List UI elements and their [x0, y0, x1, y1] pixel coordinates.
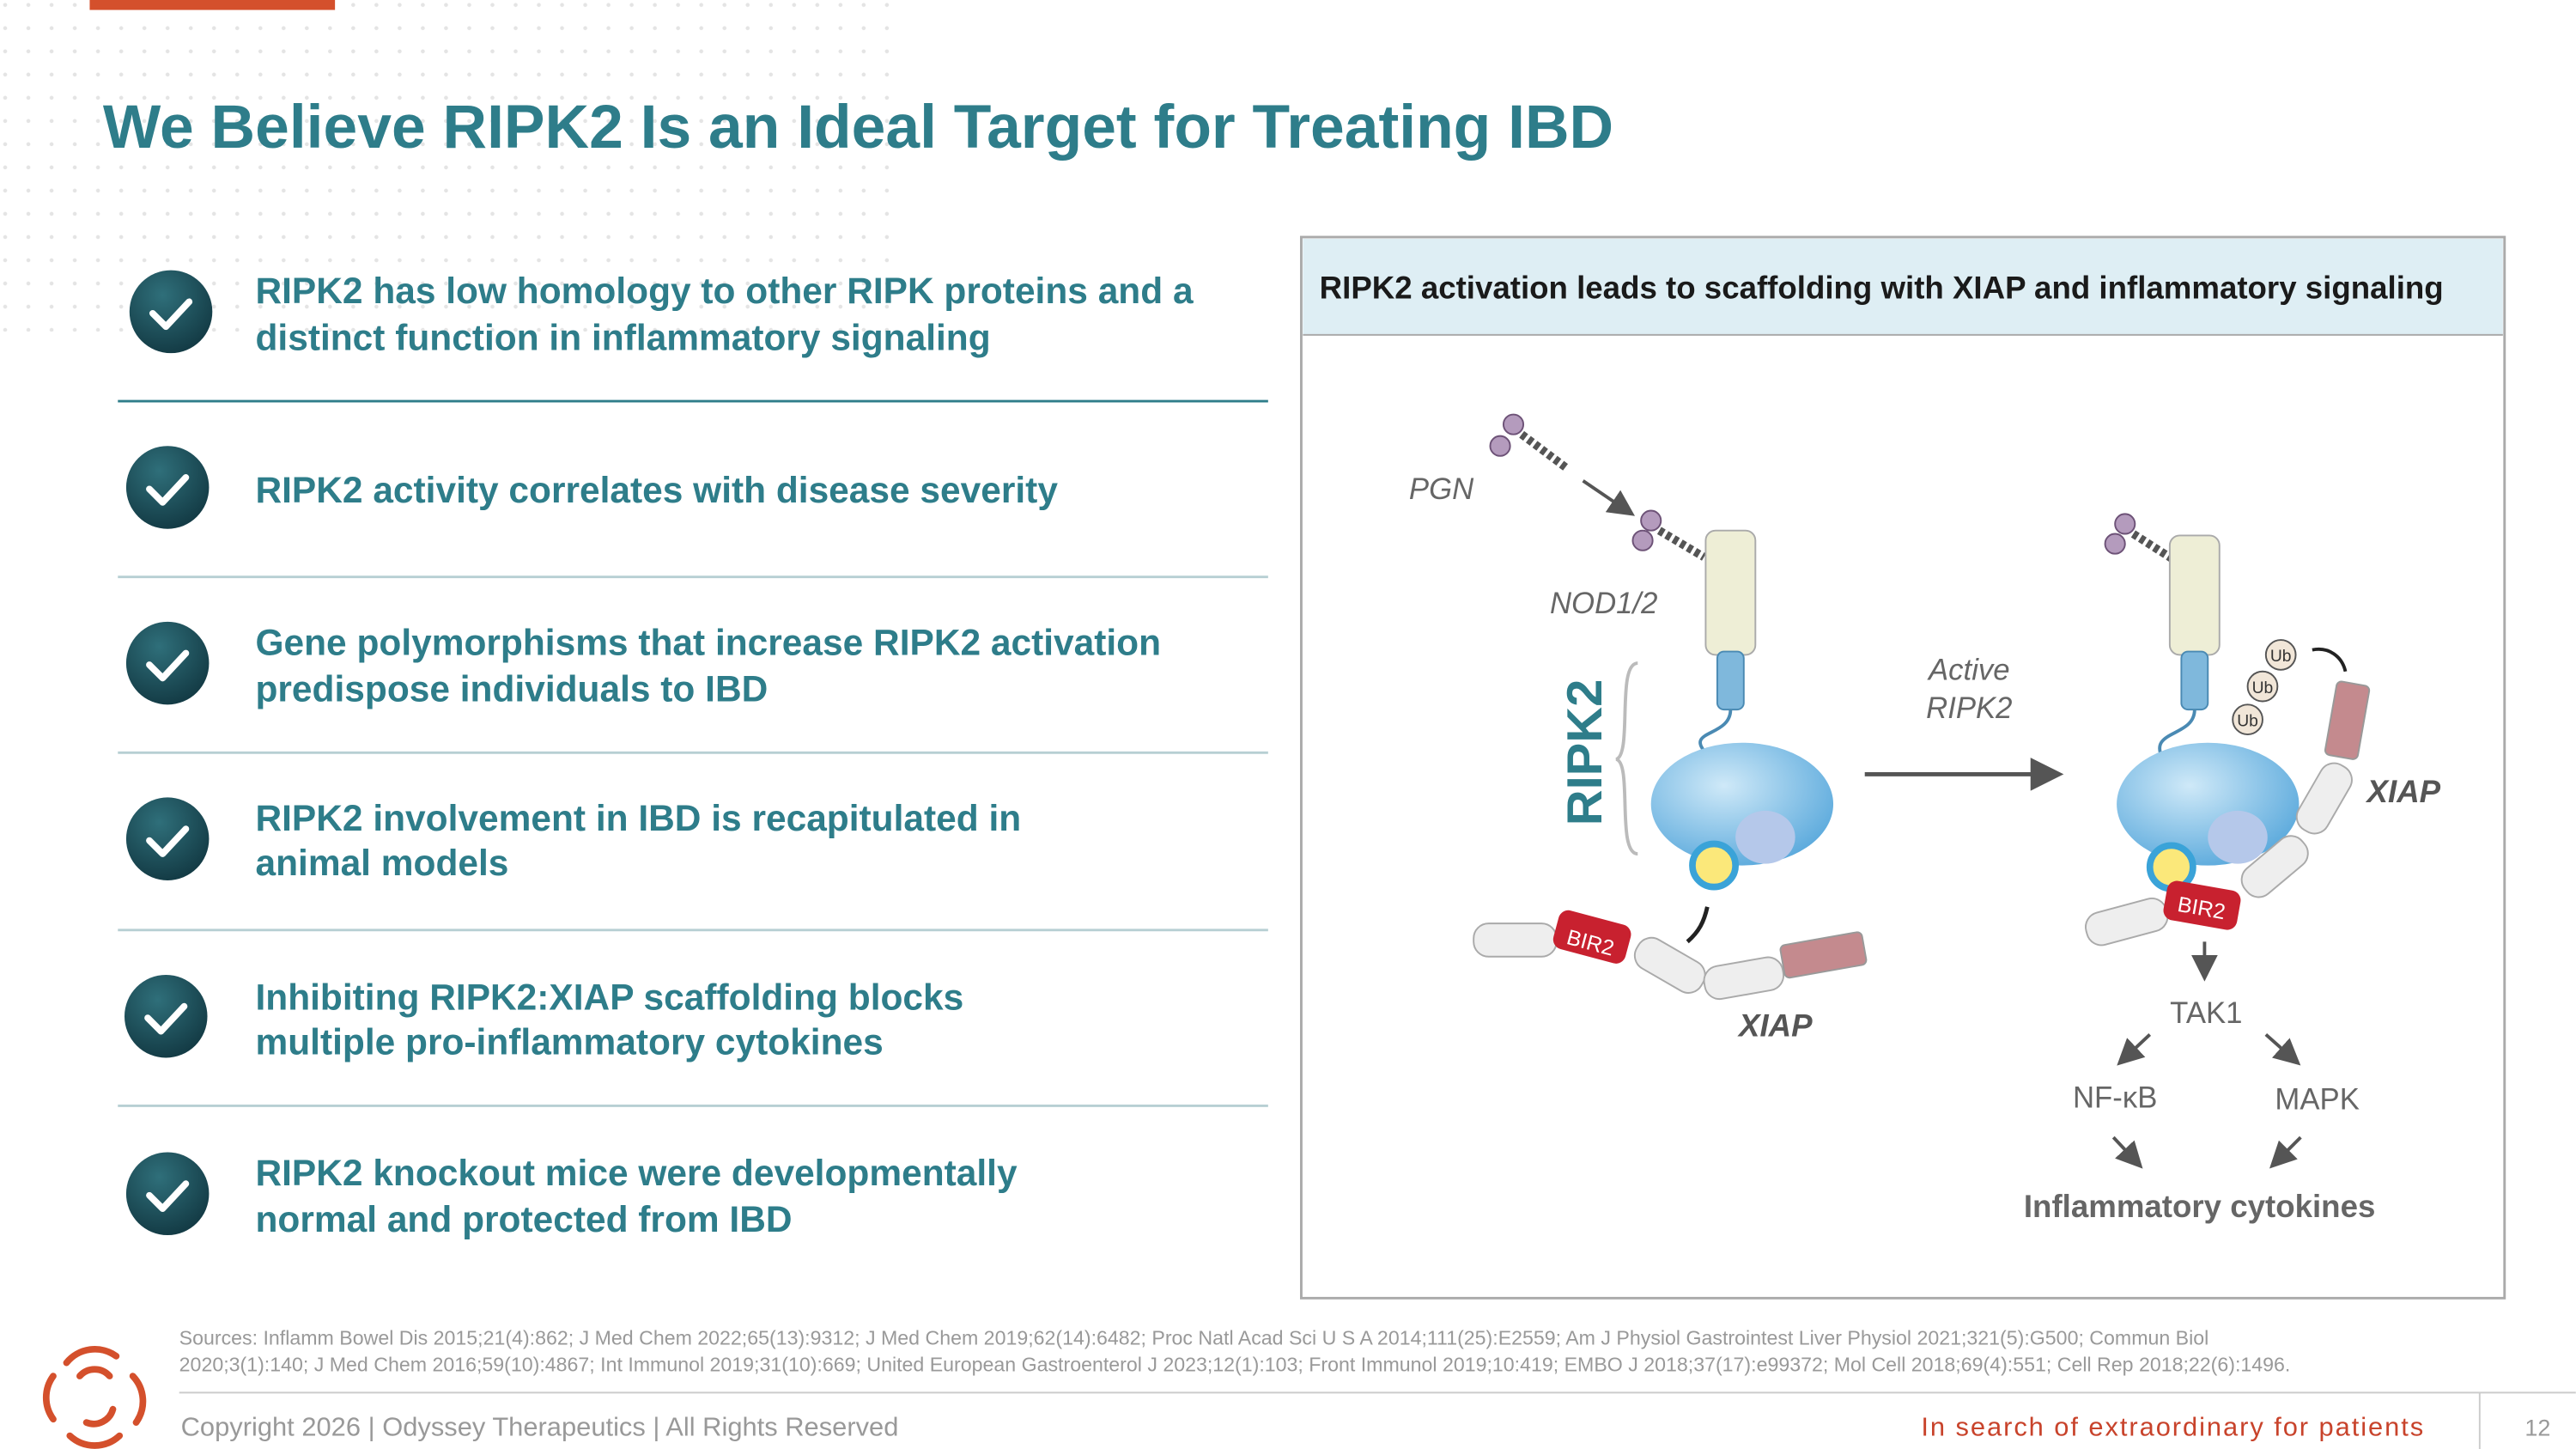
ripk2-card: [1735, 810, 1795, 864]
sources: 2020;3(1):140; J Med Chem 2016;59(10):48…: [179, 1353, 2291, 1375]
right-complex: Ub Ub Ub BIR2 XIAP TAK1 NF-κB MAPK Infla…: [2024, 513, 2441, 1224]
label-active: Active: [1927, 654, 2010, 686]
label-nfkb: NF-κB: [2073, 1081, 2157, 1114]
label-ub: Ub: [2270, 648, 2292, 666]
label-active: RIPK2: [1926, 692, 2012, 725]
ripk2-card: [2208, 810, 2268, 864]
nod-receptor: [1704, 529, 1757, 656]
label-cytokines: Inflammatory cytokines: [2024, 1189, 2375, 1224]
panel-frame: [1299, 235, 2506, 1300]
check-icon: [124, 974, 208, 1058]
linker: [1698, 709, 1733, 756]
checks: [124, 270, 213, 1236]
pgn-chain: [1519, 430, 1706, 561]
nod-receptor: [2168, 534, 2221, 656]
bullet-text: distinct function in inflammatory signal…: [255, 317, 990, 357]
accent-bar: [89, 0, 336, 10]
linker: [2158, 709, 2196, 760]
arrow: [2117, 1033, 2152, 1066]
check-icon: [125, 1152, 210, 1236]
copyright: Copyright 2026 | Odyssey Therapeutics | …: [181, 1412, 899, 1442]
label-nod: NOD1/2: [1550, 588, 1657, 620]
bullet-text: RIPK2 knockout mice were developmentally: [255, 1153, 1017, 1193]
bullet-text: RIPK2 involvement in IBD is recapitulate…: [255, 798, 1021, 838]
nod-domain: [2180, 650, 2209, 711]
check-icon: [125, 446, 210, 529]
brace: [1615, 661, 1638, 855]
bullet-text: RIPK2 activity correlates with disease s…: [255, 470, 1058, 510]
pgn-molecule: [1489, 413, 1662, 551]
ripk2-site: [1689, 840, 1740, 891]
bullet-text: RIPK2 has low homology to other RIPK pro…: [255, 271, 1193, 311]
arrow: [2269, 1135, 2302, 1169]
bullet-text: Gene polymorphisms that increase RIPK2 a…: [255, 622, 1161, 662]
arrow: [2264, 1033, 2301, 1066]
check-icon: [129, 270, 213, 354]
check-icon: [125, 797, 210, 880]
arrow: [2312, 647, 2348, 673]
logo: [42, 1346, 147, 1449]
label-tak1: TAK1: [2170, 997, 2242, 1030]
bullet-text: Inhibiting RIPK2:XIAP scaffolding blocks: [255, 977, 963, 1017]
dividers: [118, 399, 1268, 1107]
nod-domain: [1716, 650, 1745, 711]
left-complex: PGN NOD1/2 RIPK2 BIR2 XIAP: [1409, 413, 1868, 1043]
label-ripk2: RIPK2: [1558, 679, 1613, 826]
label-pgn: PGN: [1409, 473, 1474, 506]
tagline: In search of extraordinary for patients: [1921, 1412, 2425, 1442]
title: We Believe RIPK2 Is an Ideal Target for …: [103, 93, 1613, 161]
pgn-molecule: [2104, 513, 2136, 555]
bullet-text: normal and protected from IBD: [255, 1199, 792, 1239]
bullet-list: RIPK2 has low homology to other RIPK pro…: [118, 270, 1268, 1239]
label-ub: Ub: [2252, 679, 2274, 697]
xiap-right: [2085, 680, 2371, 947]
arrow: [2111, 1135, 2143, 1169]
arrow: [1582, 479, 1636, 516]
diagram-panel: RIPK2 activation leads to scaffolding wi…: [1299, 235, 2506, 1300]
ubiquitin: [2232, 639, 2297, 736]
ripk2-site: [2146, 842, 2196, 892]
check-icon: [125, 621, 210, 705]
page-number: 12: [2524, 1416, 2550, 1441]
xiap-left: [1473, 910, 1868, 1001]
bullet-text: animal models: [255, 843, 508, 883]
bullet-text: multiple pro-inflammatory cytokines: [255, 1022, 883, 1062]
label-mapk: MAPK: [2275, 1083, 2359, 1116]
label-xiap: XIAP: [2366, 774, 2441, 809]
label-xiap: XIAP: [1737, 1008, 1813, 1043]
bullet-text: predispose individuals to IBD: [255, 668, 768, 709]
check-marks: [144, 298, 193, 1212]
panel-title: RIPK2 activation leads to scaffolding wi…: [1320, 270, 2444, 305]
arrow: [1686, 906, 1710, 944]
panel-header: [1303, 238, 2503, 335]
sources: Sources: Inflamm Bowel Dis 2015;21(4):86…: [179, 1326, 2209, 1349]
label-ub: Ub: [2237, 712, 2258, 730]
